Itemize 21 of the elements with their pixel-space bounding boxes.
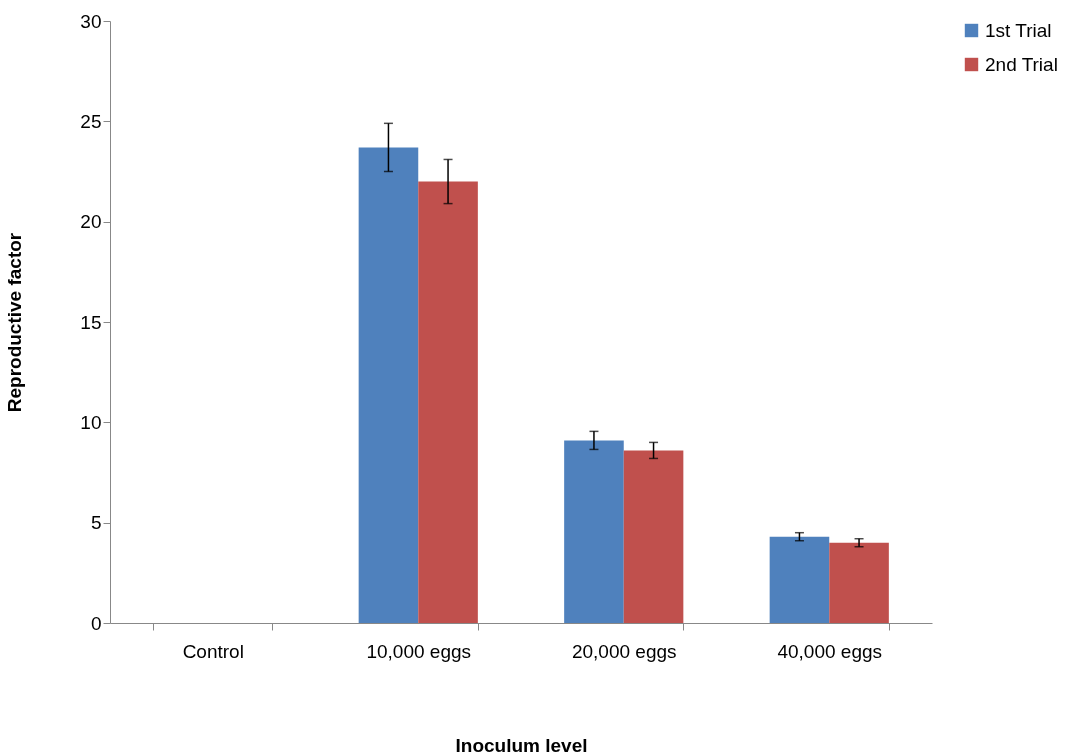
y-tick-label: 30 [80, 10, 102, 32]
y-tick-label: 25 [80, 110, 102, 132]
legend-label: 1st Trial [985, 19, 1052, 41]
bar [418, 181, 478, 623]
y-tick-label: 10 [80, 411, 102, 433]
y-tick-label: 15 [80, 311, 102, 333]
legend-label: 2nd Trial [985, 53, 1058, 75]
y-tick-label: 5 [90, 512, 102, 534]
bar [623, 450, 684, 623]
y-tick-label: 20 [80, 211, 102, 233]
bar [358, 147, 419, 623]
bar [769, 536, 830, 623]
bar [564, 440, 624, 623]
y-tick-label: 0 [90, 612, 102, 634]
x-tick-label: Control [182, 640, 244, 662]
bar [829, 542, 889, 623]
x-tick-label: 10,000 eggs [366, 640, 472, 662]
y-axis-title: Reproductive factor [4, 232, 26, 413]
x-tick-label: 20,000 eggs [571, 640, 677, 662]
x-tick-label: 40,000 eggs [777, 640, 883, 662]
x-axis-title: Inoculum level [455, 734, 588, 755]
